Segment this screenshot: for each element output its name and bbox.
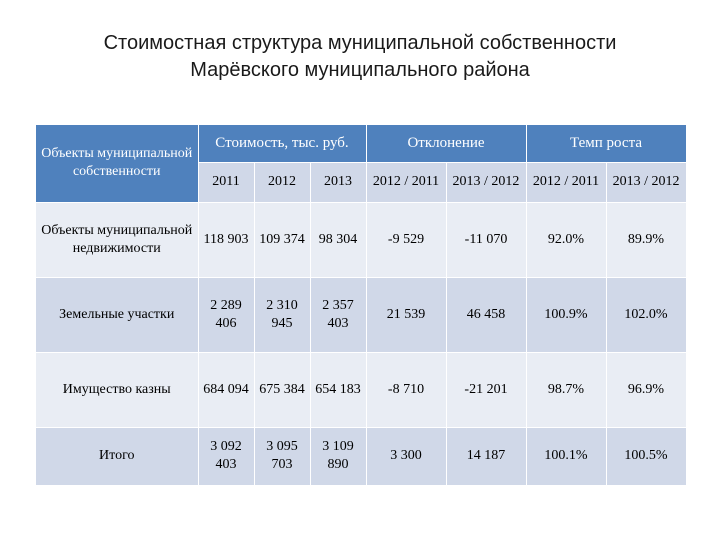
- table-cell: 2 289 406: [198, 277, 255, 353]
- table-cell: 100.1%: [526, 427, 607, 486]
- row-name: Земельные участки: [36, 277, 199, 353]
- table-cell: 118 903: [198, 202, 255, 278]
- table-cell: 96.9%: [606, 352, 687, 428]
- table-cell: 100.9%: [526, 277, 607, 353]
- table-cell: 3 109 890: [310, 427, 367, 486]
- subheader-cell: 2011: [198, 162, 255, 203]
- row-name: Объекты муниципальной недвижимости: [36, 202, 199, 278]
- header-objects: Объекты муниципальной собственности: [36, 125, 199, 203]
- table-cell: 109 374: [254, 202, 311, 278]
- table-cell: 89.9%: [606, 202, 687, 278]
- table-cell: -8 710: [366, 352, 447, 428]
- table-cell: 3 092 403: [198, 427, 255, 486]
- table-cell: 684 094: [198, 352, 255, 428]
- table-cell: -9 529: [366, 202, 447, 278]
- table-cell: 21 539: [366, 277, 447, 353]
- row-name: Итого: [36, 427, 199, 486]
- title-line-2: Марёвского муниципального района: [190, 59, 530, 81]
- table-cell: 102.0%: [606, 277, 687, 353]
- table-cell: 100.5%: [606, 427, 687, 486]
- header-deviation: Отклонение: [366, 125, 527, 163]
- table-cell: 675 384: [254, 352, 311, 428]
- table-row-total: Итого 3 092 403 3 095 703 3 109 890 3 30…: [36, 427, 687, 486]
- table-cell: 654 183: [310, 352, 367, 428]
- table-cell: 3 095 703: [254, 427, 311, 486]
- table-row: Объекты муниципальной недвижимости 118 9…: [36, 202, 687, 278]
- table-row: Земельные участки 2 289 406 2 310 945 2 …: [36, 277, 687, 353]
- table-cell: 2 310 945: [254, 277, 311, 353]
- title-line-1: Стоимостная структура муниципальной собс…: [103, 32, 617, 54]
- table-cell: 3 300: [366, 427, 447, 486]
- table-cell: 98.7%: [526, 352, 607, 428]
- table-cell: -21 201: [446, 352, 527, 428]
- subheader-cell: 2013 / 2012: [446, 162, 527, 203]
- property-cost-table: Объекты муниципальной собственности Стои…: [36, 125, 687, 486]
- table-cell: -11 070: [446, 202, 527, 278]
- subheader-row: 2011 2012 2013 2012 / 2011 2013 / 2012 2…: [36, 162, 687, 203]
- row-name: Имущество казны: [36, 352, 199, 428]
- table-cell: 2 357 403: [310, 277, 367, 353]
- page-title: Стоимостная структура муниципальной собс…: [0, 30, 720, 84]
- subheader-cell: 2013: [310, 162, 367, 203]
- subheader-cell: 2012: [254, 162, 311, 203]
- table-cell: 92.0%: [526, 202, 607, 278]
- header-growth: Темп роста: [526, 125, 687, 163]
- subheader-cell: 2012 / 2011: [366, 162, 447, 203]
- subheader-cell: 2012 / 2011: [526, 162, 607, 203]
- table-cell: 14 187: [446, 427, 527, 486]
- subheader-cell: 2013 / 2012: [606, 162, 687, 203]
- table-cell: 46 458: [446, 277, 527, 353]
- table-cell: 98 304: [310, 202, 367, 278]
- header-row: Объекты муниципальной собственности Стои…: [36, 125, 687, 203]
- header-cost: Стоимость, тыс. руб.: [198, 125, 367, 163]
- table-row: Имущество казны 684 094 675 384 654 183 …: [36, 352, 687, 428]
